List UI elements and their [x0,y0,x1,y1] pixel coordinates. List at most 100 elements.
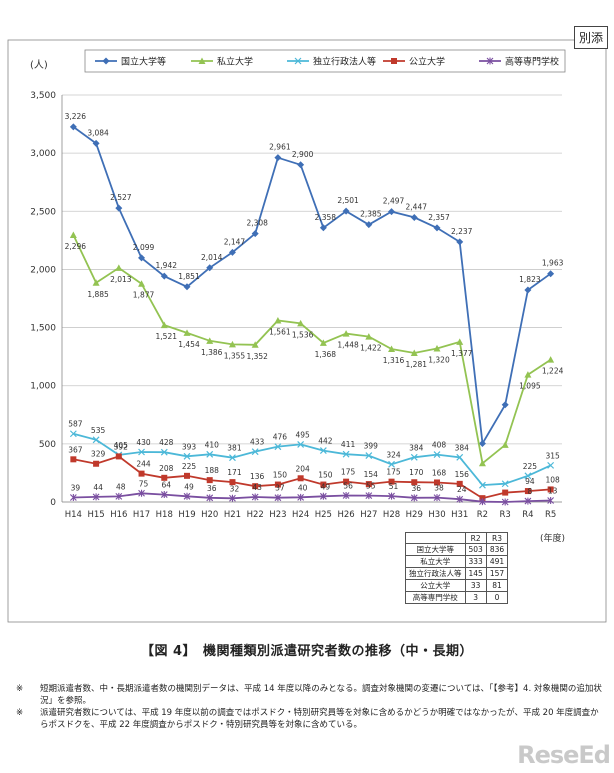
x-tick-label: H16 [110,510,127,520]
data-label: 64 [161,481,171,490]
data-point [115,492,123,500]
inset-header-blank [405,532,466,544]
x-tick-label: H15 [87,510,104,520]
data-label: 175 [386,468,401,477]
data-label: 3,084 [87,128,109,137]
data-point [547,270,555,278]
data-point [524,497,532,505]
legend-box [84,49,566,73]
x-tick-label: H26 [337,510,354,520]
data-point [160,448,168,456]
inset-row-label: 国立大学等 [405,543,466,556]
data-label: 43 [252,483,262,492]
footnotes: ※ 短期派遣者数、中・長期派遣者数の機関別データは、平成 14 年度以降のみとな… [16,683,606,731]
data-point [365,333,373,340]
x-tick-label: R5 [545,510,556,520]
legend-marker [294,57,302,65]
inset-cell-r2: 33 [464,579,487,592]
data-label: 392 [114,442,129,451]
data-point [501,401,509,409]
data-point [365,221,373,229]
data-label: 175 [341,468,356,477]
data-point [320,481,327,488]
x-tick-label: H21 [224,510,241,520]
data-label: 2,147 [224,237,246,246]
data-label: 37 [275,484,285,493]
inset-table: R2 R3 国立大学等 503 836 私立大学 333 491 独立行政法人等… [405,532,509,604]
x-tick-label: R3 [500,510,511,520]
data-label: 49 [184,482,194,491]
data-label: 2,501 [337,196,359,205]
data-point [138,254,146,262]
data-point [501,441,509,448]
data-point [138,448,145,456]
y-axis-label: (人) [30,59,48,71]
data-label: 1,224 [542,367,564,376]
data-label: 495 [295,430,310,439]
data-label: 442 [318,437,333,446]
inset-row-label: 公立大学 [405,579,466,592]
data-label: 2,961 [269,143,291,152]
data-label: 2,099 [133,243,155,252]
footnote-text: 短期派遣者数、中・長期派遣者数の機関別データは、平成 14 年度以降のみとなる。… [40,684,602,706]
data-point [92,139,100,147]
data-label: 1,963 [542,259,564,268]
data-point [524,286,532,294]
data-label: 367 [68,445,83,454]
footnote-mark: ※ [16,684,24,694]
data-point [115,204,123,212]
data-label: 1,352 [246,352,268,361]
data-point [251,448,259,456]
data-label: 136 [250,472,265,481]
series-line [73,455,551,500]
data-point [342,491,350,499]
figure-caption: 【図 4】 機関種類別派遣研究者数の推移（中・長期） [140,644,474,659]
inset-row: 私立大学 333 491 [405,555,509,568]
data-point [229,454,236,462]
data-label: 1,095 [519,382,541,391]
data-label: 39 [71,483,81,492]
data-point [319,447,327,455]
data-point [365,452,373,460]
data-label: 430 [136,438,151,447]
data-label: 315 [545,451,560,460]
data-label: 171 [227,468,242,477]
data-point [274,481,281,488]
data-label: 393 [182,442,197,451]
inset-row: 国立大学等 503 836 [405,543,509,556]
data-point [524,488,531,495]
data-point [92,279,100,286]
data-point [274,494,282,502]
data-point [69,493,77,501]
data-point [183,492,191,500]
y-tick-label: 2,500 [30,207,56,217]
data-point [69,231,77,239]
data-label: 244 [136,460,151,469]
data-point [456,480,463,487]
data-label: 1,448 [337,341,359,350]
data-point [70,456,77,463]
footnote-text: 派遣研究者数については、平成 19 年度以前の調査ではポスドク・特別研究員等を対… [40,708,599,730]
data-point [69,123,77,131]
data-label: 476 [273,433,288,442]
data-label: 1,377 [451,349,473,358]
data-point [342,330,350,337]
data-point [274,443,282,451]
data-label: 384 [455,443,470,452]
data-label: 1,823 [519,275,541,284]
data-label: 1,386 [201,348,223,357]
data-label: 1,942 [156,261,178,270]
watermark-logo: ReseEd [517,741,611,769]
data-point [229,479,236,486]
data-label: 55 [366,482,376,491]
data-label: 1,422 [360,344,382,353]
inset-header-row: R2 R3 [405,532,509,544]
data-point [342,207,350,215]
legend-marker [198,57,206,64]
data-point [183,452,191,460]
data-label: 410 [205,440,220,449]
data-label: 225 [523,462,538,471]
data-point [501,480,509,488]
inset-cell-r3: 157 [485,567,509,580]
data-point [524,472,532,480]
